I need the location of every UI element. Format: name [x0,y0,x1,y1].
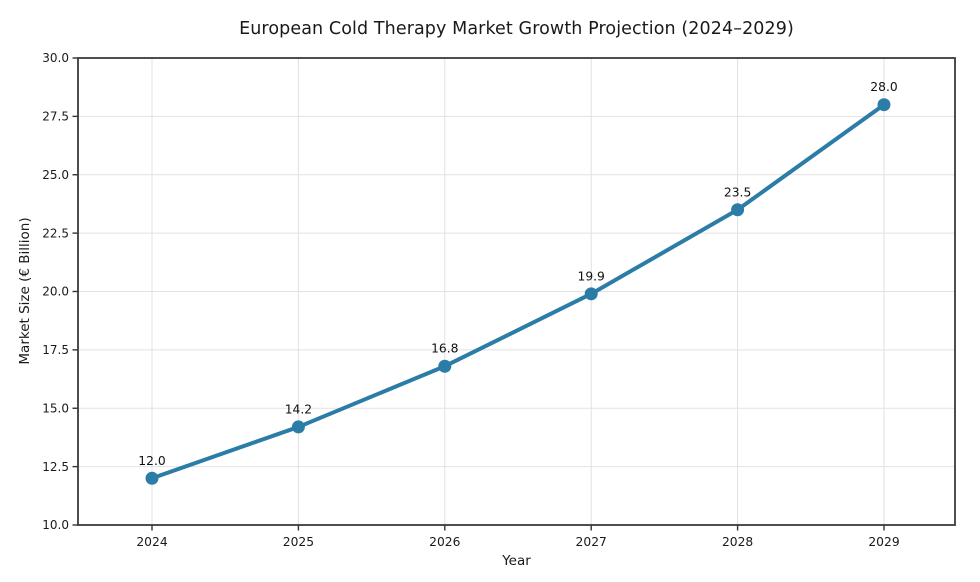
data-point-label: 28.0 [870,80,897,94]
y-tick-label: 15.0 [42,401,69,415]
data-point-marker [291,420,305,434]
x-tick-label: 2027 [576,535,607,549]
data-point-marker [877,98,891,112]
y-tick-label: 17.5 [42,343,69,357]
data-point-label: 12.0 [138,454,165,468]
x-axis-label: Year [502,553,531,569]
data-point-label: 19.9 [578,269,605,283]
chart-title: European Cold Therapy Market Growth Proj… [239,19,794,39]
data-point-label: 14.2 [285,402,312,416]
data-point-marker [438,359,452,373]
data-point-marker [145,471,159,485]
x-tick-label: 2025 [283,535,314,549]
y-tick-label: 22.5 [42,226,69,240]
data-point-marker [731,203,745,217]
y-tick-label: 30.0 [42,51,69,65]
series-line [150,102,886,481]
y-tick-label: 25.0 [42,168,69,182]
data-point-label: 23.5 [724,185,751,199]
data-point-marker [584,287,598,301]
y-tick-label: 27.5 [42,110,69,124]
y-tick-label: 10.0 [42,518,69,532]
x-tick-label: 2024 [136,535,167,549]
x-tick-label: 2029 [868,535,899,549]
y-tick-label: 12.5 [42,460,69,474]
plot-frame [77,57,956,526]
data-point-label: 16.8 [431,342,458,356]
x-tick-label: 2028 [722,535,753,549]
y-tick-label: 20.0 [42,285,69,299]
x-tick-label: 2026 [429,535,460,549]
